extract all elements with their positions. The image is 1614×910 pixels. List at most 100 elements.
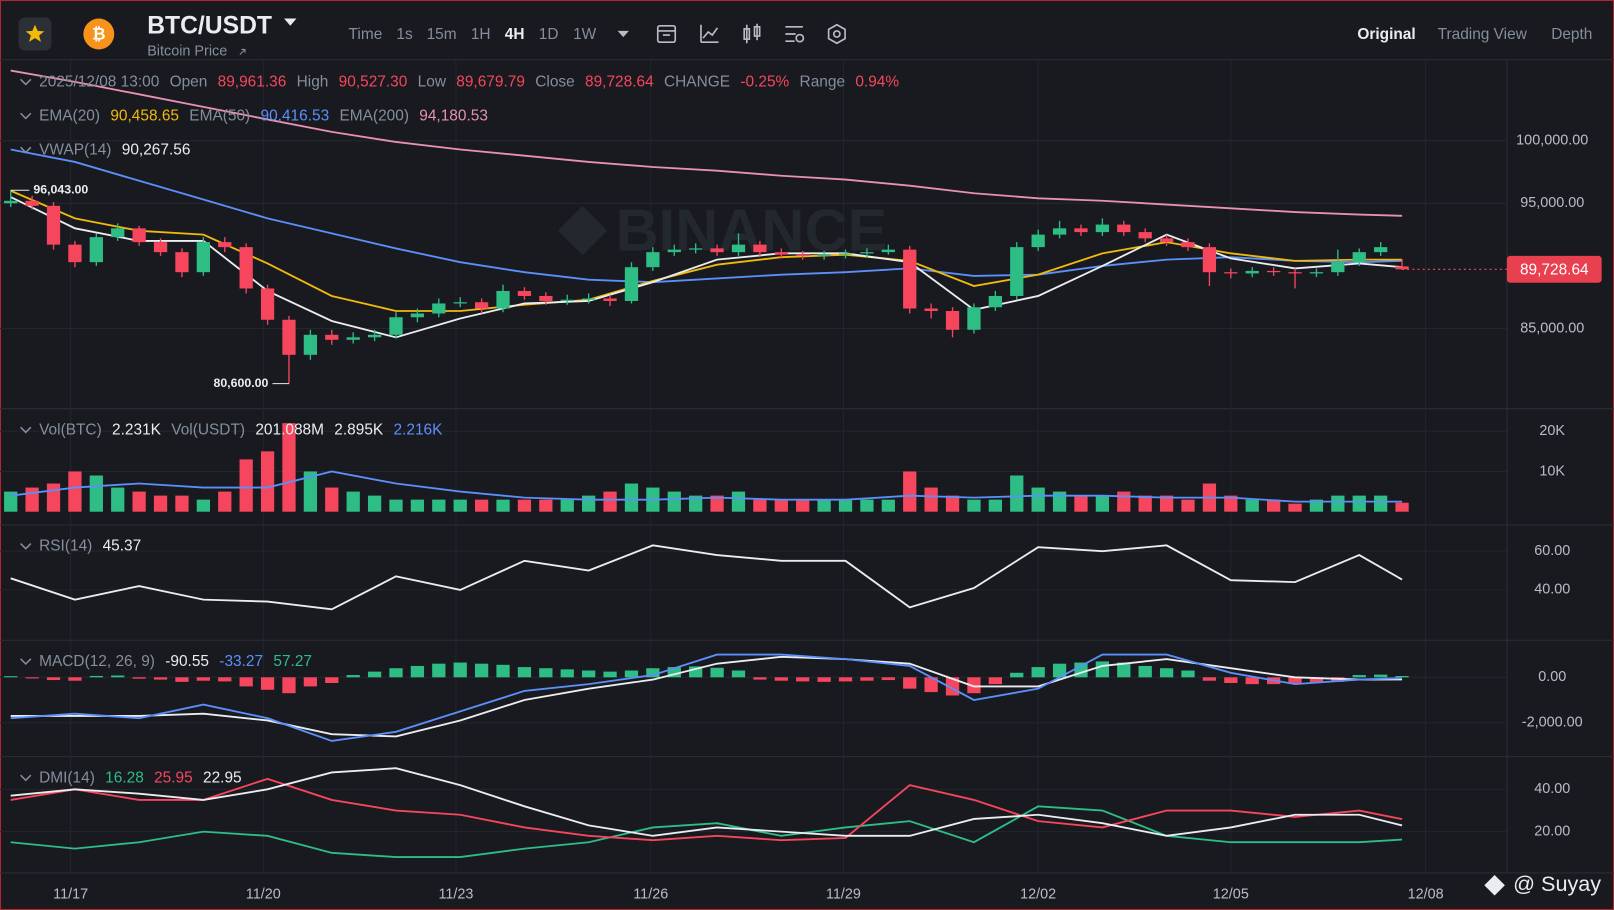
timeframe-button[interactable]: 15m — [427, 26, 457, 43]
legend-text: 89,961.36 — [218, 73, 287, 90]
candle-body — [410, 313, 425, 318]
indicator-bar — [111, 675, 125, 678]
indicator-bar — [710, 667, 724, 678]
indicator-bar — [89, 675, 103, 678]
legend-text: Low — [418, 73, 447, 90]
indicator-bar — [282, 677, 296, 694]
indicator-line — [10, 653, 1403, 742]
collapse-chevron[interactable] — [20, 78, 32, 86]
candle-body — [432, 303, 446, 314]
indicator-bar — [1052, 491, 1067, 512]
collapse-chevron[interactable] — [20, 542, 32, 550]
x-tick-label: 11/23 — [438, 886, 473, 902]
legend-text: 90,267.56 — [122, 141, 191, 158]
indicator-bar — [303, 677, 318, 687]
y-tick-label: 40.00 — [1534, 781, 1570, 797]
indicator-bar — [1117, 662, 1131, 678]
candle-body — [731, 244, 746, 253]
calendar-icon[interactable] — [656, 24, 677, 44]
y-tick-label: 40.00 — [1534, 582, 1570, 598]
candle-body — [817, 254, 831, 256]
indicator-bar — [389, 499, 403, 512]
overlay-line — [10, 148, 1403, 284]
indicator-bar — [967, 677, 981, 694]
footer-logo — [1484, 874, 1505, 896]
legend-text: 94,180.53 — [419, 107, 488, 124]
indicator-bar — [1031, 487, 1045, 512]
timeframe-button[interactable]: 1D — [539, 26, 559, 43]
candle-body — [1074, 228, 1088, 233]
timeframe-button[interactable]: 4H — [505, 26, 525, 43]
candle-body — [667, 249, 681, 253]
indicator-line — [10, 805, 1403, 858]
candle-icon[interactable] — [743, 23, 761, 44]
indicator-bar — [1117, 491, 1131, 512]
legend-text: Range — [800, 73, 846, 90]
timeframe-button[interactable]: Time — [349, 26, 383, 43]
indicator-bar — [560, 669, 574, 678]
view-tab[interactable]: Depth — [1551, 26, 1592, 43]
collapse-chevron[interactable] — [20, 112, 32, 120]
legend-text: -0.25% — [740, 73, 789, 90]
collapse-chevron[interactable] — [20, 774, 32, 782]
indicator-bar — [860, 677, 874, 681]
legend-text: Close — [535, 73, 574, 90]
timeframe-dropdown[interactable] — [617, 30, 629, 38]
y-tick-label: 100,000.00 — [1516, 133, 1588, 149]
indicator-bar — [68, 471, 82, 512]
indicator-bar — [1374, 495, 1388, 512]
indicator-bar — [46, 677, 61, 681]
overlay-line — [10, 69, 1403, 217]
view-tab[interactable]: Trading View — [1438, 26, 1528, 43]
indicator-line — [10, 767, 1403, 837]
candle-body — [539, 295, 553, 301]
indicator-bar — [4, 491, 18, 512]
symbol-dropdown[interactable] — [284, 18, 297, 26]
candle-body — [1010, 247, 1024, 296]
candle-body — [903, 249, 917, 309]
indicator-bar — [453, 662, 467, 678]
indicator-bar — [1331, 495, 1345, 512]
indicator-bar — [1159, 495, 1174, 512]
candle-body — [68, 244, 82, 263]
indicator-bar — [774, 499, 788, 512]
legend-text: MACD(12, 26, 9) — [39, 653, 155, 670]
candle-body — [1352, 252, 1366, 263]
indicator-bar — [474, 499, 489, 512]
collapse-chevron[interactable] — [20, 658, 32, 666]
indicator-bar — [432, 499, 446, 512]
candle-body — [774, 252, 788, 255]
timeframe-button[interactable]: 1s — [396, 26, 413, 43]
settings-icon[interactable] — [827, 23, 846, 45]
symbol[interactable]: BTC/USDT — [147, 12, 272, 39]
legend-text: Open — [170, 73, 208, 90]
legend-text: -90.55 — [165, 653, 209, 670]
legend-text: High — [297, 73, 329, 90]
subtitle[interactable]: Bitcoin Price — [147, 43, 227, 59]
indicator-bar — [111, 487, 125, 512]
indicator-bar — [881, 677, 895, 681]
footer-user: @ Suyay — [1513, 871, 1601, 896]
toolbar-icons — [656, 23, 846, 45]
indicator-bar — [689, 666, 703, 678]
collapse-chevron[interactable] — [20, 426, 32, 434]
line-chart-icon[interactable] — [700, 24, 719, 44]
coin-symbol: ₿ — [92, 25, 105, 43]
candle-body — [988, 295, 1002, 308]
view-tab[interactable]: Original — [1357, 26, 1415, 43]
legend-text: 25.95 — [154, 769, 193, 786]
indicator-bar — [1095, 495, 1110, 512]
legend-text: EMA(20) — [39, 107, 100, 124]
timeframe-button[interactable]: 1W — [573, 26, 597, 43]
indicator-icon[interactable] — [785, 25, 805, 43]
candle-body — [111, 228, 125, 238]
candle-body — [881, 249, 895, 253]
indicator-bar — [153, 495, 168, 512]
candle-body — [346, 337, 360, 340]
timeframe-button[interactable]: 1H — [471, 26, 491, 43]
plot: 11/17 11/20 11/23 11/26 11/29 12/02 12/05 12/08… — [4, 69, 1602, 902]
indicator-bar — [410, 499, 425, 512]
indicator-bar — [4, 676, 18, 678]
collapse-chevron[interactable] — [20, 146, 32, 154]
indicator-line — [10, 544, 1403, 611]
